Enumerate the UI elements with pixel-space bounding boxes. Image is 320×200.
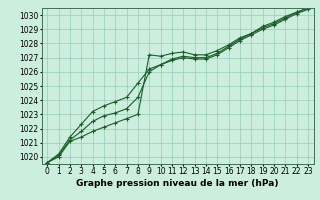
X-axis label: Graphe pression niveau de la mer (hPa): Graphe pression niveau de la mer (hPa)	[76, 179, 279, 188]
